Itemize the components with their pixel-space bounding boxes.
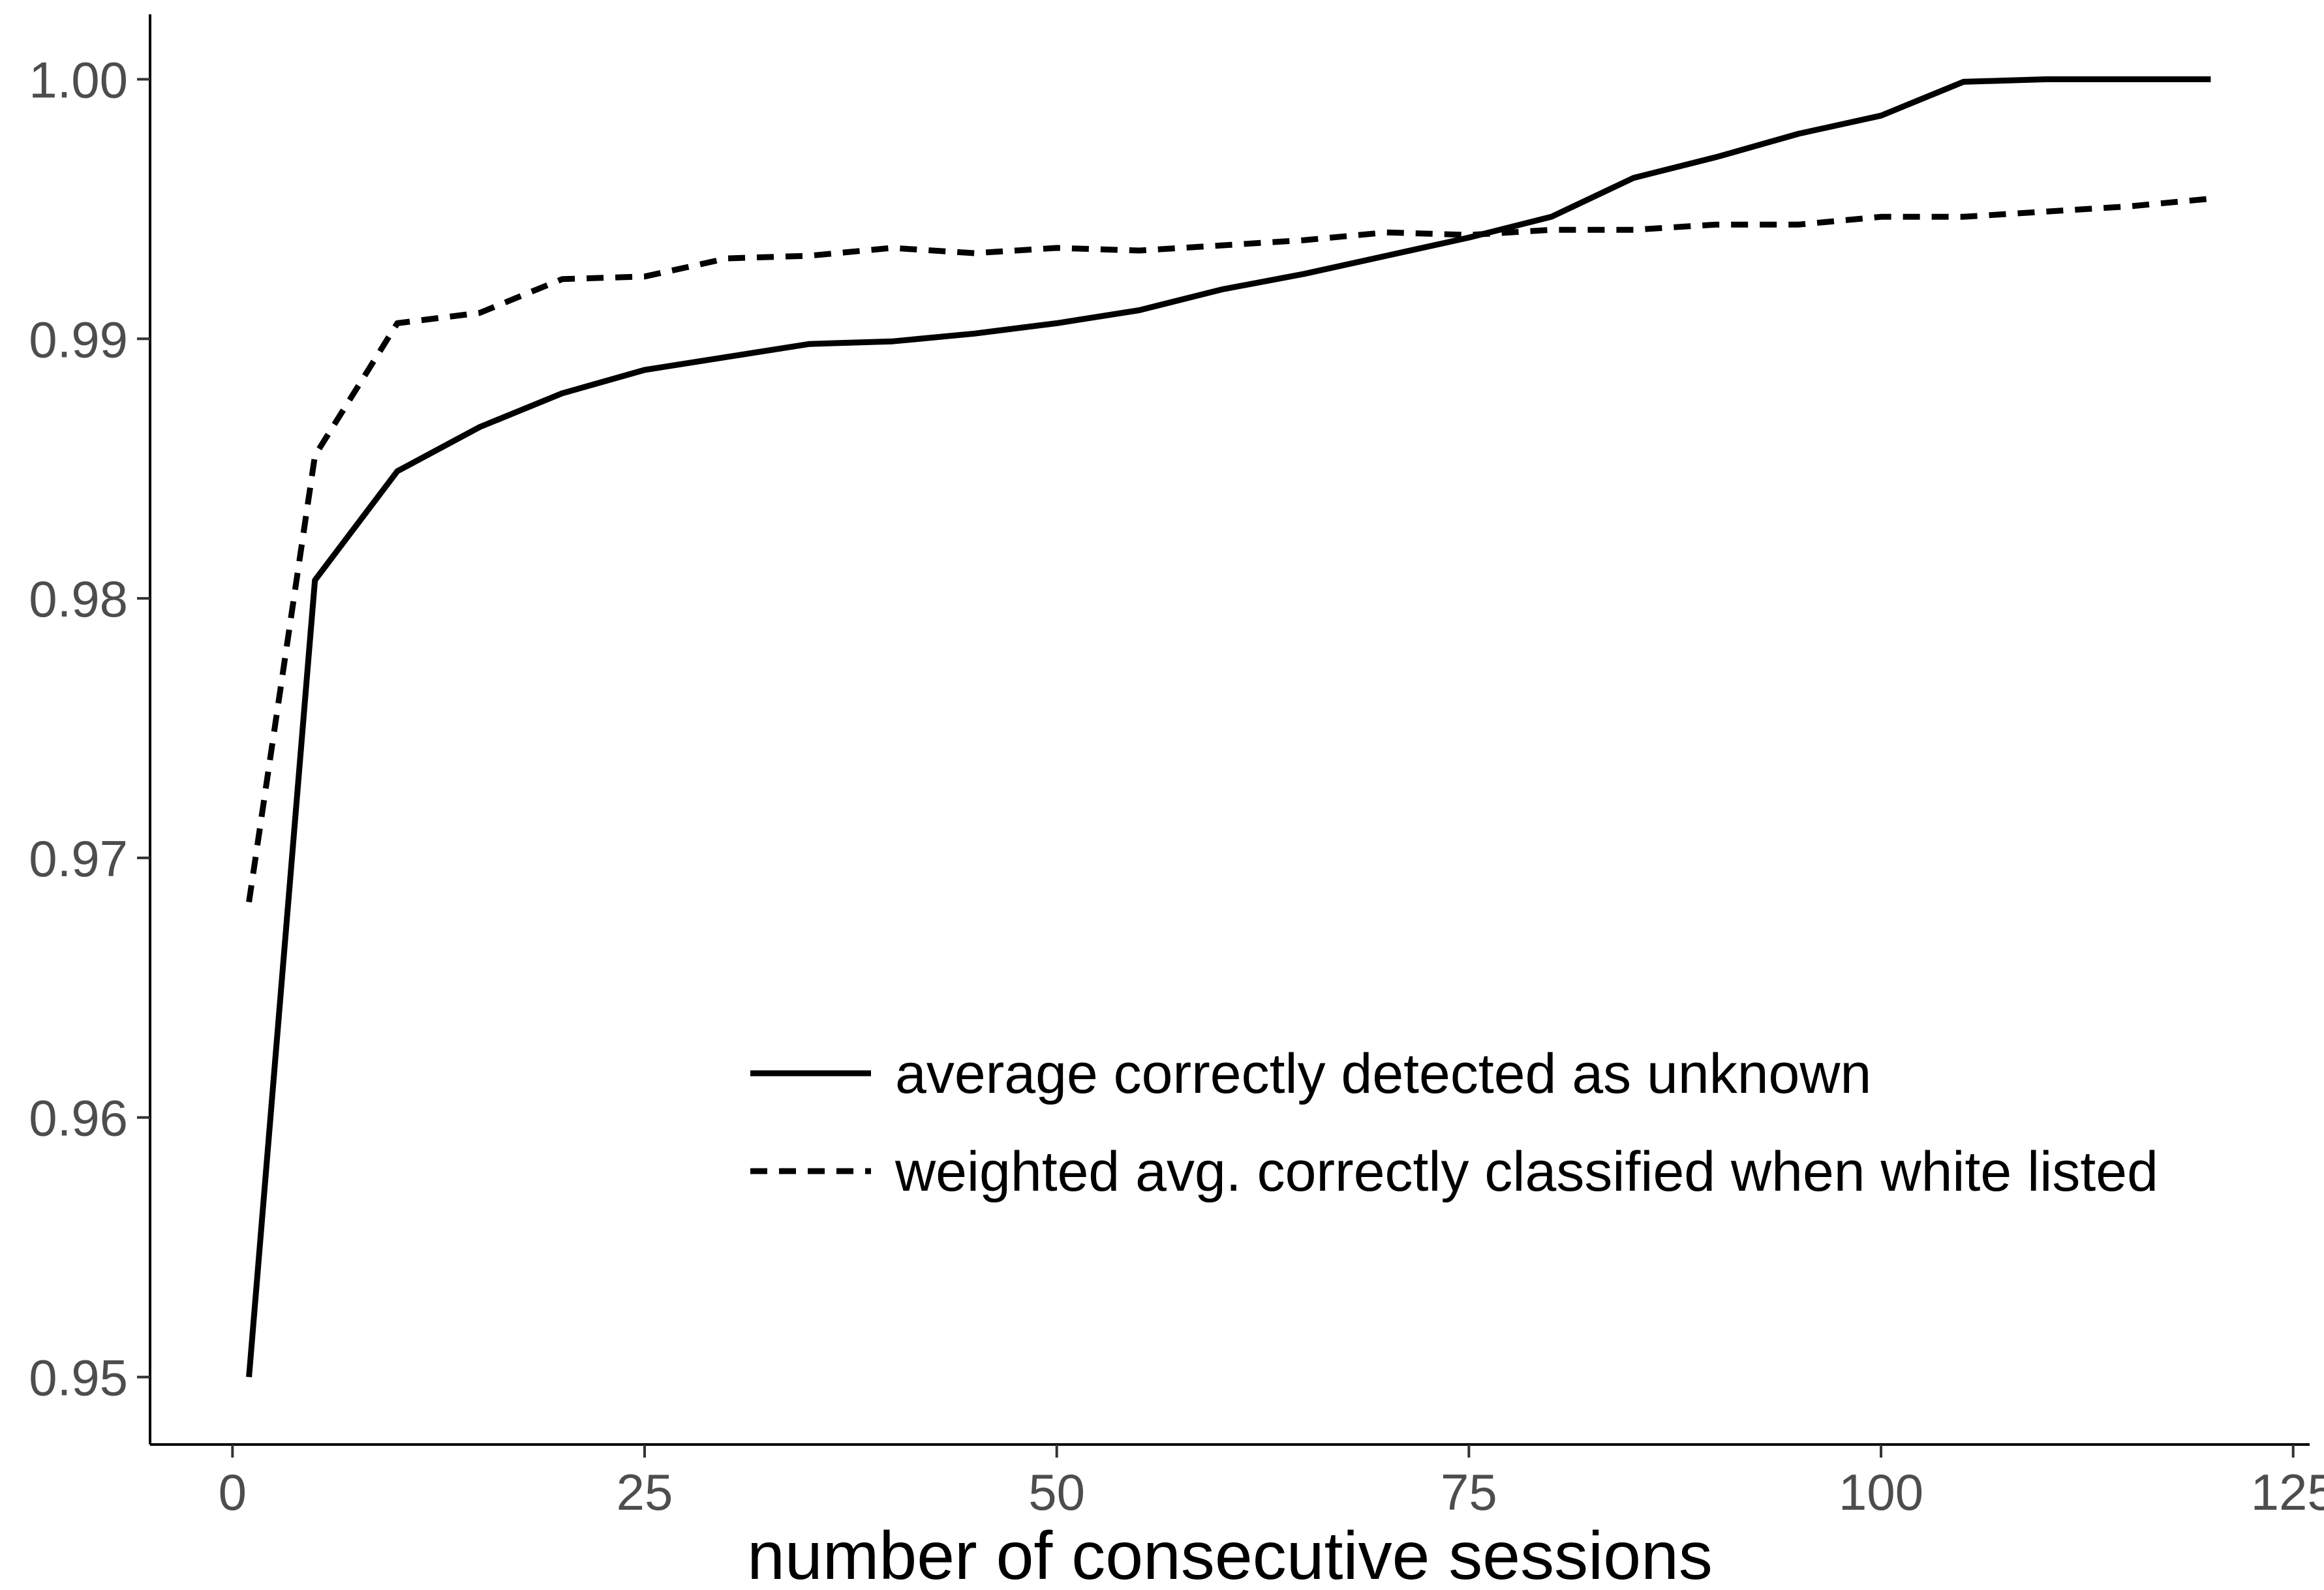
x-axis-ticks: 0 25 50 75 100 125 [219,1445,2324,1521]
y-tick-label: 0.95 [29,1349,128,1407]
legend: average correctly detected as unknown wei… [750,1043,2158,1203]
y-tick-label: 1.00 [29,51,128,108]
x-tick-label: 75 [1441,1463,1497,1521]
y-tick-label: 0.96 [29,1090,128,1147]
x-tick-label: 0 [219,1463,247,1521]
y-tick-label: 0.98 [29,570,128,628]
y-axis-ticks: 0.95 0.96 0.97 0.98 0.99 1.00 [29,51,150,1407]
legend-label: average correctly detected as unknown [895,1043,1871,1105]
y-tick-label: 0.99 [29,311,128,368]
legend-label: weighted avg. correctly classified when … [894,1140,2158,1203]
x-tick-label: 125 [2251,1463,2324,1521]
series-line-weighted-avg-white-listed [246,196,2211,903]
y-tick-label: 0.97 [29,830,128,887]
x-axis-title: number of consecutive sessions [747,1518,1713,1590]
x-tick-label: 25 [617,1463,673,1521]
x-tick-label: 50 [1028,1463,1085,1521]
x-tick-label: 100 [1839,1463,1923,1521]
series-line-average-unknown [246,76,2211,1377]
series-layer [246,76,2211,1377]
